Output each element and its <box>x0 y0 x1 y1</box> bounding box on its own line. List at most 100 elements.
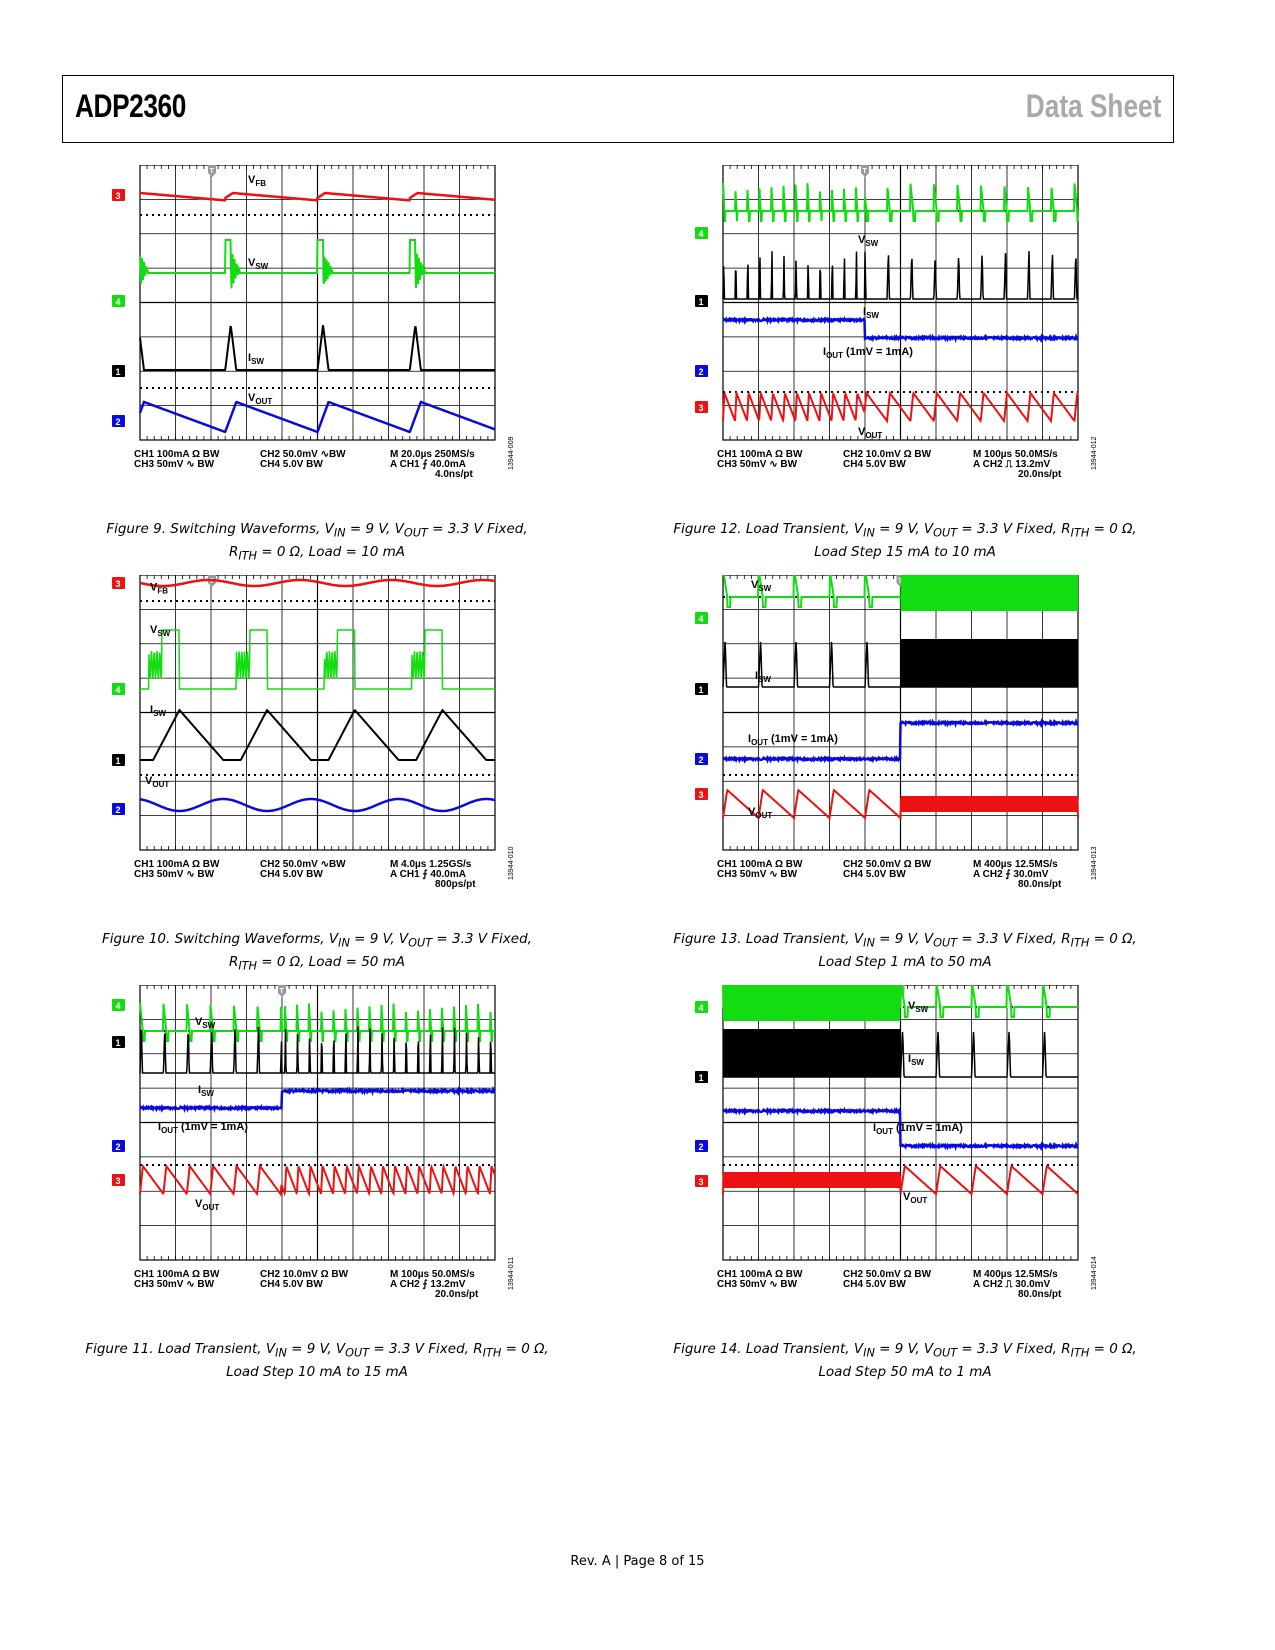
grid-ticks <box>722 165 1079 440</box>
channel-marker-2 <box>112 415 125 427</box>
channel-marker-1 <box>695 683 708 695</box>
caption-figure-10: Figure 10. Switching Waveforms, VIN = 9 … <box>102 931 532 973</box>
channel-number-3: 3 <box>116 191 121 201</box>
setting-ch2: CH2 50.0mV ∿BW <box>260 859 346 870</box>
trace-ch2-iout <box>722 1106 1079 1152</box>
channel-number-2: 2 <box>699 1142 704 1152</box>
trace-ch1-isw-burst <box>723 1029 901 1077</box>
channel-marker-4 <box>112 295 125 307</box>
grid-ticks <box>139 165 496 440</box>
label-vfb: VFB <box>248 174 266 188</box>
channel-marker-1 <box>112 754 125 766</box>
trace-ch3-vout-band <box>723 1172 901 1188</box>
channel-number-1: 1 <box>699 685 704 695</box>
channel-marker-1 <box>112 365 125 377</box>
trace-ch3-vout <box>722 389 1079 424</box>
channel-number-4: 4 <box>116 685 121 695</box>
channel-number-3: 3 <box>699 790 704 800</box>
trace-ch1-isw <box>140 708 495 761</box>
figure-code: 13944-011 <box>508 1257 515 1290</box>
setting-ch4: CH4 5.0V BW <box>260 869 323 880</box>
label-iout: IOUT (1mV = 1mA) <box>158 1121 248 1135</box>
trace-ch2-iout <box>722 717 1079 765</box>
figure-code: 13944-009 <box>508 436 515 470</box>
setting-timebase: M 20.0µs 250MS/s <box>390 449 475 460</box>
setting-ch1: CH1 100mA Ω BW <box>717 1269 803 1280</box>
setting-ch4: CH4 5.0V BW <box>843 869 906 880</box>
setting-ch3: CH3 50mV ∿ BW <box>717 1279 798 1290</box>
setting-resolution: 80.0ns/pt <box>1018 879 1062 890</box>
setting-ch1: CH1 100mA Ω BW <box>717 859 803 870</box>
label-vout: VOUT <box>195 1198 219 1212</box>
trigger-marker <box>208 165 216 177</box>
label-isw: ISW <box>755 670 771 684</box>
label-vsw: VSW <box>751 579 772 593</box>
channel-marker-3 <box>695 1175 708 1187</box>
trigger-label: T <box>210 168 215 175</box>
setting-resolution: 4.0ns/pt <box>435 469 473 480</box>
page-footer: Rev. A | Page 8 of 15 <box>570 1554 705 1569</box>
trace-ch4-vsw <box>139 239 495 289</box>
trace-ch4-vsw <box>139 1002 495 1042</box>
label-isw: ISW <box>248 352 264 366</box>
trigger-label: T <box>863 168 868 175</box>
setting-ch2: CH2 50.0mV Ω BW <box>843 859 932 870</box>
setting-ch2: CH2 10.0mV Ω BW <box>843 449 932 460</box>
setting-ch1: CH1 100mA Ω BW <box>134 859 220 870</box>
setting-timebase: M 400µs 12.5MS/s <box>973 859 1058 870</box>
channel-number-4: 4 <box>699 1003 704 1013</box>
channel-marker-4 <box>695 612 708 624</box>
figure-code: 13944-013 <box>1091 846 1098 880</box>
channel-marker-3 <box>695 401 708 413</box>
label-vsw: VSW <box>858 234 879 248</box>
scope-figure-12: T 4 1 2 3 VSW ISW IOUT (1mV = 1mA) VOUT CH1 100mA… <box>695 165 1098 480</box>
label-iout: IOUT (1mV = 1mA) <box>873 1122 963 1136</box>
channel-number-4: 4 <box>699 229 704 239</box>
channel-marker-2 <box>695 365 708 377</box>
setting-trigger: A CH2 ⎍ 30.0mV <box>973 1279 1051 1290</box>
setting-timebase: M 100µs 50.0MS/s <box>390 1269 475 1280</box>
setting-trigger: A CH1 ⨍ 40.0mA <box>390 459 466 470</box>
setting-ch2: CH2 50.0mV Ω BW <box>843 1269 932 1280</box>
trace-ch3-vfb <box>139 191 495 202</box>
page-header: ADP2360 Data Sheet <box>62 75 1174 143</box>
part-number: ADP2360 <box>75 88 186 124</box>
label-vfb: VFB <box>150 581 168 595</box>
label-vout: VOUT <box>903 1191 927 1205</box>
channel-marker-2 <box>695 753 708 765</box>
channel-number-3: 3 <box>699 403 704 413</box>
setting-ch4: CH4 5.0V BW <box>843 459 906 470</box>
trace-ch4-vsw-burst <box>900 575 1078 611</box>
trace-ch4-vsw-burst <box>723 985 901 1021</box>
trace-ch1-isw <box>722 251 1078 300</box>
setting-trigger: A CH2 ⎍ 13.2mV <box>973 459 1051 470</box>
grid-ticks <box>139 985 496 1260</box>
setting-ch2: CH2 50.0mV ∿BW <box>260 449 346 460</box>
label-vout: VOUT <box>248 392 272 406</box>
trace-ch1-isw-burst <box>900 639 1078 687</box>
trace-ch2-iout <box>139 1085 496 1114</box>
caption-figure-13: Figure 13. Load Transient, VIN = 9 V, VO… <box>673 931 1137 970</box>
trigger-marker <box>861 165 869 177</box>
channel-marker-3 <box>112 189 125 201</box>
trace-ch1-isw <box>139 1026 495 1074</box>
trace-ch4-vsw <box>722 182 1079 222</box>
setting-ch4: CH4 5.0V BW <box>260 1279 323 1290</box>
channel-number-3: 3 <box>116 579 121 589</box>
label-vout: VOUT <box>858 426 882 440</box>
channel-marker-2 <box>112 803 125 815</box>
setting-resolution: 20.0ns/pt <box>435 1289 479 1300</box>
channel-number-1: 1 <box>116 756 121 766</box>
channel-marker-4 <box>695 227 708 239</box>
trace-ch4-vsw <box>140 629 495 690</box>
trace-ch3-vfb <box>139 578 496 588</box>
doc-type: Data Sheet <box>1025 88 1161 124</box>
channel-number-2: 2 <box>116 805 121 815</box>
setting-resolution: 20.0ns/pt <box>1018 469 1062 480</box>
caption-figure-11: Figure 11. Load Transient, VIN = 9 V, VO… <box>85 1341 549 1380</box>
trace-ch3-vout <box>139 1162 496 1198</box>
label-vout: VOUT <box>145 775 169 789</box>
